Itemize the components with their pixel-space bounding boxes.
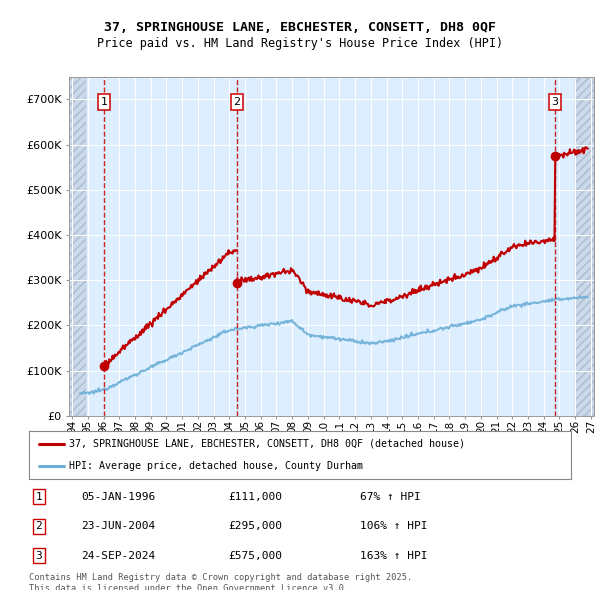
Text: 1: 1	[100, 97, 107, 107]
Text: 2: 2	[35, 522, 43, 531]
Text: 163% ↑ HPI: 163% ↑ HPI	[360, 551, 427, 560]
Text: £295,000: £295,000	[228, 522, 282, 531]
Text: 37, SPRINGHOUSE LANE, EBCHESTER, CONSETT, DH8 0QF: 37, SPRINGHOUSE LANE, EBCHESTER, CONSETT…	[104, 21, 496, 34]
Text: £575,000: £575,000	[228, 551, 282, 560]
Text: 24-SEP-2024: 24-SEP-2024	[81, 551, 155, 560]
Text: 2: 2	[233, 97, 241, 107]
Text: 3: 3	[35, 551, 43, 560]
Text: £111,000: £111,000	[228, 492, 282, 502]
Text: 37, SPRINGHOUSE LANE, EBCHESTER, CONSETT, DH8 0QF (detached house): 37, SPRINGHOUSE LANE, EBCHESTER, CONSETT…	[70, 439, 466, 449]
Text: 23-JUN-2004: 23-JUN-2004	[81, 522, 155, 531]
Bar	[69, 77, 86, 416]
Text: 106% ↑ HPI: 106% ↑ HPI	[360, 522, 427, 531]
Text: Price paid vs. HM Land Registry's House Price Index (HPI): Price paid vs. HM Land Registry's House …	[97, 37, 503, 50]
Text: 3: 3	[551, 97, 559, 107]
Text: HPI: Average price, detached house, County Durham: HPI: Average price, detached house, Coun…	[70, 461, 364, 471]
Text: Contains HM Land Registry data © Crown copyright and database right 2025.
This d: Contains HM Land Registry data © Crown c…	[29, 573, 412, 590]
Text: 67% ↑ HPI: 67% ↑ HPI	[360, 492, 421, 502]
Text: 1: 1	[35, 492, 43, 502]
Bar	[575, 77, 594, 416]
Text: 05-JAN-1996: 05-JAN-1996	[81, 492, 155, 502]
